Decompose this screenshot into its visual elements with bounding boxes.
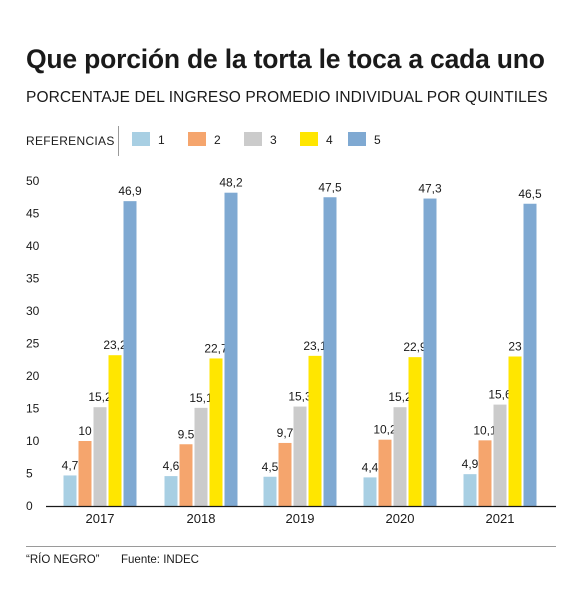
data-label: 9,7	[277, 426, 294, 440]
x-tick-label: 2018	[187, 511, 216, 526]
y-tick-label: 30	[26, 304, 40, 318]
y-tick-label: 20	[26, 369, 40, 383]
legend-swatch-5	[348, 132, 366, 146]
data-label: 4,4	[362, 460, 379, 474]
legend-divider	[118, 126, 119, 156]
bar	[293, 406, 307, 506]
data-label: 4,7	[62, 458, 79, 472]
data-label: 4,6	[163, 459, 180, 473]
data-label: 22,7	[204, 341, 228, 355]
y-tick-label: 40	[26, 239, 40, 253]
x-tick-label: 2017	[86, 511, 115, 526]
data-label: 15,6	[488, 388, 512, 402]
bar	[194, 407, 208, 506]
bar	[493, 404, 507, 506]
bar	[463, 474, 477, 506]
chart-title: Que porción de la torta le toca a cada u…	[26, 44, 545, 74]
data-label: 4,9	[462, 457, 479, 471]
bar	[179, 444, 193, 506]
bar	[78, 441, 92, 506]
data-label: 4,5	[262, 460, 279, 474]
legend-swatch-3	[244, 132, 262, 146]
bar	[93, 407, 107, 506]
legend-swatch-1	[132, 132, 150, 146]
data-label: 10,2	[373, 423, 397, 437]
legend-title: REFERENCIAS	[26, 134, 115, 148]
bar	[363, 477, 377, 506]
bar	[393, 407, 407, 506]
data-label: 15,2	[388, 390, 412, 404]
bar	[508, 356, 522, 506]
bar	[209, 358, 223, 506]
bar	[478, 440, 492, 506]
bar	[378, 439, 392, 506]
legend-label-2: 2	[214, 133, 221, 147]
source-text: Fuente: INDEC	[121, 554, 199, 566]
bar	[523, 203, 537, 506]
data-label: 47,3	[418, 182, 442, 196]
bar	[278, 442, 292, 506]
data-label: 15,1	[189, 391, 213, 405]
bar	[164, 476, 178, 506]
legend-swatch-4	[300, 132, 318, 146]
bar	[323, 197, 337, 506]
y-tick-label: 50	[26, 174, 40, 188]
data-label: 10,1	[473, 423, 497, 437]
x-tick-label: 2021	[486, 511, 515, 526]
data-label: 23,1	[303, 339, 327, 353]
y-tick-label: 35	[26, 272, 40, 286]
y-tick-label: 5	[26, 467, 33, 481]
y-tick-label: 45	[26, 207, 40, 221]
x-tick-label: 2020	[386, 511, 415, 526]
bar	[263, 476, 277, 506]
footer-rule	[26, 546, 556, 547]
bar	[108, 355, 122, 506]
y-tick-label: 10	[26, 434, 40, 448]
chart-subtitle: PORCENTAJE DEL INGRESO PROMEDIO INDIVIDU…	[26, 89, 548, 106]
data-label: 23,2	[103, 338, 127, 352]
x-tick-label: 2019	[286, 511, 315, 526]
legend-label-3: 3	[270, 133, 277, 147]
data-label: 9.5	[178, 427, 195, 441]
data-label: 48,2	[219, 176, 243, 190]
y-tick-label: 25	[26, 337, 40, 351]
data-label: 23	[508, 340, 522, 354]
bar	[63, 475, 77, 506]
data-label: 10	[78, 424, 92, 438]
data-label: 22,9	[403, 340, 427, 354]
bar	[408, 357, 422, 506]
credit-text: “RÍO NEGRO”	[26, 554, 100, 566]
data-label: 46,9	[118, 184, 142, 198]
legend: REFERENCIAS 1 2 3 4 5	[26, 126, 556, 156]
legend-label-4: 4	[326, 133, 333, 147]
y-tick-label: 15	[26, 402, 40, 416]
legend-label-1: 1	[158, 133, 165, 147]
y-tick-label: 0	[26, 499, 33, 513]
legend-label-5: 5	[374, 133, 381, 147]
data-label: 15,3	[288, 390, 312, 404]
bar	[308, 355, 322, 506]
data-label: 47,5	[318, 180, 342, 194]
bar	[224, 192, 238, 506]
bar	[423, 198, 437, 507]
legend-swatch-2	[188, 132, 206, 146]
data-label: 15,2	[88, 390, 112, 404]
data-label: 46,5	[518, 187, 542, 201]
bar	[123, 201, 137, 506]
